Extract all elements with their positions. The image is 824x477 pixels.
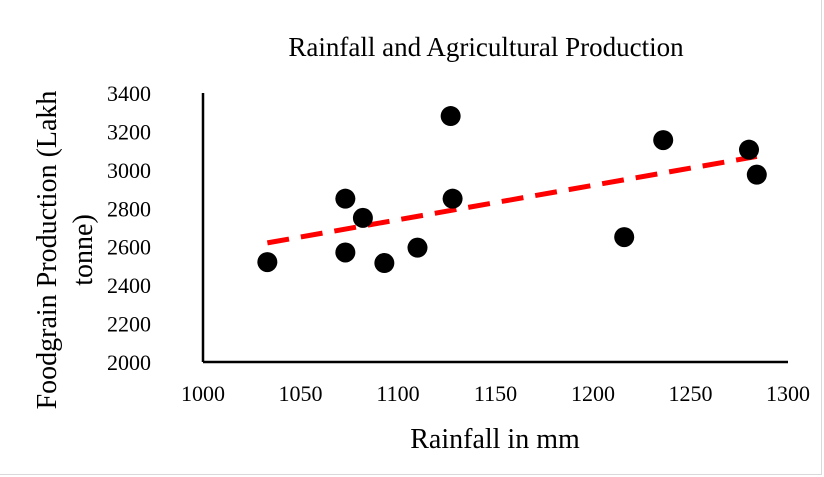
data-point	[374, 253, 395, 274]
data-point	[440, 106, 461, 127]
data-point	[335, 188, 356, 209]
data-point	[614, 227, 635, 248]
x-tick-labels: 1000 1050 1100 1150 1200 1250 1300	[181, 381, 810, 406]
data-point	[407, 237, 428, 258]
y-tick-labels: 2000 2200 2400 2600 2800 3000 3200 3400	[107, 81, 151, 375]
trendline-group	[266, 153, 758, 246]
data-points	[257, 106, 767, 274]
chart-title: Rainfall and Agricultural Production	[288, 32, 684, 62]
data-point	[257, 252, 278, 273]
x-tick-label: 1100	[376, 381, 419, 406]
x-tick-label: 1300	[766, 381, 810, 406]
x-tick-label: 1000	[181, 381, 225, 406]
axes	[201, 93, 788, 364]
y-tick-label: 3200	[107, 119, 151, 144]
data-point	[739, 139, 759, 160]
x-tick-label: 1200	[571, 381, 615, 406]
y-tick-label: 3000	[107, 158, 151, 183]
y-tick-label: 2400	[107, 273, 151, 298]
y-tick-label: 2200	[107, 312, 151, 337]
y-tick-label: 3400	[107, 81, 151, 106]
data-point	[442, 188, 463, 209]
data-point	[335, 242, 356, 263]
y-axis-label-line-1: Foodgrain Production (Lakh	[32, 91, 63, 410]
data-point	[352, 207, 373, 228]
y-tick-label: 2800	[107, 196, 151, 221]
y-tick-label: 2600	[107, 235, 151, 260]
y-axis-label: Foodgrain Production (Lakh tonne)	[32, 91, 99, 410]
trendline	[266, 153, 758, 246]
y-axis-label-line-2: tonne)	[68, 214, 99, 286]
y-tick-label: 2000	[107, 350, 151, 375]
x-tick-label: 1050	[279, 381, 323, 406]
x-tick-label: 1150	[474, 381, 517, 406]
data-point	[653, 130, 674, 151]
x-tick-label: 1250	[669, 381, 713, 406]
x-axis-label: Rainfall in mm	[410, 424, 580, 455]
data-point	[746, 164, 767, 185]
